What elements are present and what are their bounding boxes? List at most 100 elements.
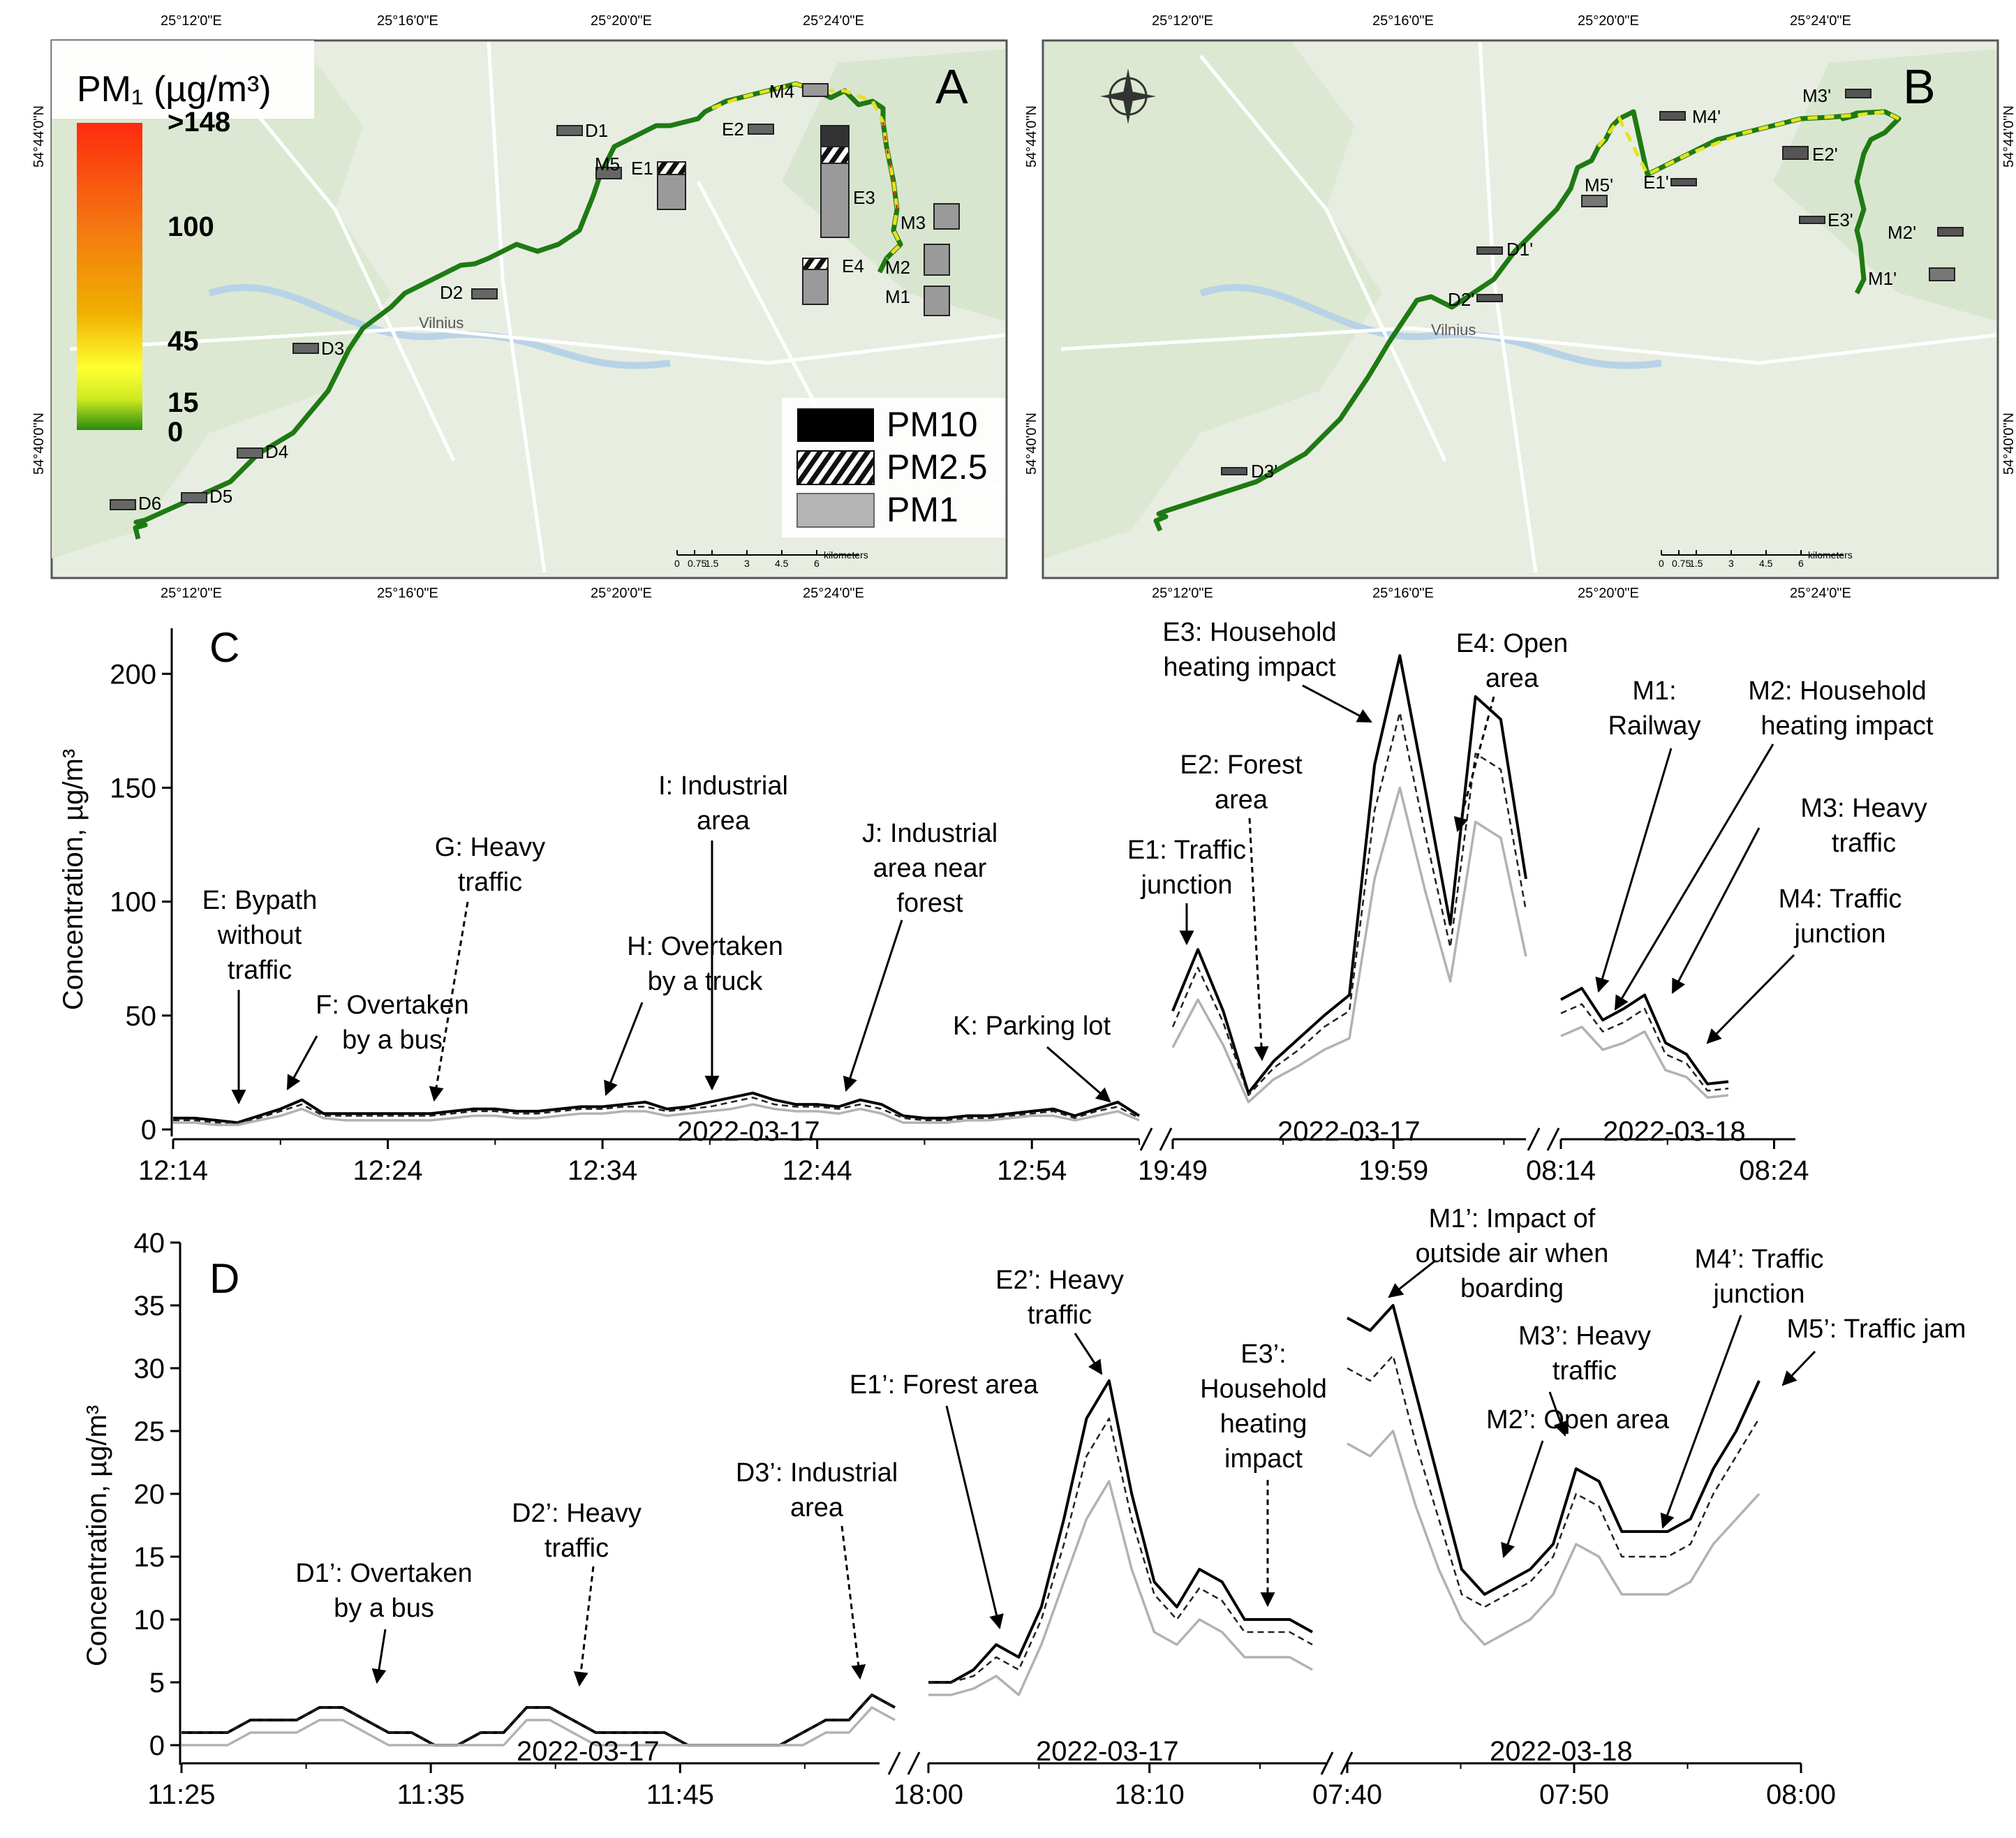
x-tick-label: 08:00 bbox=[1766, 1779, 1836, 1810]
site-label-M5: M5 bbox=[595, 154, 620, 175]
annot-c-E1-1: E1: Traffic bbox=[1127, 836, 1246, 865]
annot-c-J-3: forest bbox=[896, 889, 963, 918]
map-a-lat2-left: 54°40'0"N bbox=[31, 413, 47, 475]
annot-d-M1-arrow bbox=[1388, 1259, 1436, 1298]
annot-d-M1-1: M1’: Impact of bbox=[1429, 1204, 1596, 1233]
annot-c-G-2: traffic bbox=[458, 868, 522, 897]
map-a: PM₁ (µg/m³) >148 100 45 15 0 A Vilnius P… bbox=[31, 13, 1008, 601]
annot-c-E1-2: junction bbox=[1141, 870, 1233, 900]
colorbar-tick-45: 45 bbox=[168, 326, 199, 357]
annot-c-M3-arrow bbox=[1671, 827, 1761, 994]
chart-d-date-3: 2022-03-18 bbox=[1490, 1736, 1633, 1767]
panel-a-label: A bbox=[935, 59, 968, 114]
y-tick-label: 10 bbox=[134, 1605, 165, 1636]
annot-c-F-2: by a bus bbox=[342, 1025, 443, 1055]
annot-c-M3-2: traffic bbox=[1832, 829, 1896, 858]
site-label-D5: D5 bbox=[209, 486, 232, 507]
annot-c-H-arrow bbox=[604, 1002, 644, 1096]
annot-c-J-arrow bbox=[843, 919, 903, 1092]
annot-c-K-1: K: Parking lot bbox=[953, 1011, 1111, 1041]
map-b-greenery bbox=[1044, 42, 1382, 558]
map-a-city: Vilnius bbox=[419, 314, 464, 332]
colorbar-tick-15: 15 bbox=[168, 387, 199, 418]
chart-c: C Concentration, µg/m³ 0 50 100 150 200 12:14… bbox=[58, 618, 1934, 1186]
bar-legend-pm25-swatch bbox=[796, 450, 875, 485]
annot-d-E1-1: E1’: Forest area bbox=[850, 1370, 1039, 1400]
y-tick-label: 100 bbox=[110, 887, 156, 918]
series-PM1-segment-1 bbox=[173, 1103, 1140, 1127]
annot-c-H-1: H: Overtaken bbox=[627, 932, 783, 961]
site-bar-M2 bbox=[924, 244, 950, 276]
chart-c-ticks: 0 50 100 150 200 12:14 12:24 12:34 12:44 12:54 19:… bbox=[110, 659, 1809, 1186]
annot-d-E2-arrow bbox=[1074, 1333, 1103, 1375]
series-PM1-segment-3 bbox=[1560, 1025, 1729, 1099]
map-b-sites: D1' D2' D3' E1' E2' E3' M1' M2' M3' M4' … bbox=[1221, 85, 1964, 482]
map-b-lat1-left: 54°44'0"N bbox=[1024, 105, 1039, 168]
annot-c-E2-arrow bbox=[1248, 817, 1269, 1062]
annot-d-E3-2: Household bbox=[1200, 1374, 1327, 1404]
annot-c-M1-2: Railway bbox=[1608, 711, 1700, 741]
annot-d-E2-2: traffic bbox=[1028, 1300, 1092, 1330]
scale-a-3: 3 bbox=[744, 558, 750, 569]
x-tick-label: 12:44 bbox=[783, 1155, 852, 1186]
colorbar-tick-0: 0 bbox=[168, 417, 183, 447]
scale-a-5: 6 bbox=[814, 558, 820, 569]
series-PM1-segment-2 bbox=[928, 1480, 1313, 1696]
site-bar-E1-pm25 bbox=[657, 161, 686, 175]
scale-a-2: 1.5 bbox=[705, 558, 719, 569]
chart-c-annotations: E: Bypath without traffic F: Overtaken b… bbox=[202, 618, 1934, 1105]
site-bar-D3b bbox=[1221, 467, 1247, 475]
annot-d-M3-1: M3’: Heavy bbox=[1518, 1321, 1651, 1351]
site-label-E3: E3 bbox=[853, 187, 875, 208]
series-PM25-segment-1 bbox=[173, 1097, 1140, 1124]
site-bar-D5 bbox=[181, 492, 207, 503]
map-a-lon3-top: 25°20'0"E bbox=[591, 13, 652, 29]
annot-d-E3-3: heating bbox=[1220, 1409, 1307, 1439]
series-PM1-segment-1 bbox=[181, 1706, 896, 1747]
scale-a-0: 0 bbox=[674, 558, 680, 569]
y-tick-label: 40 bbox=[134, 1228, 165, 1259]
y-tick-label: 20 bbox=[134, 1479, 165, 1510]
annot-c-E3-2: heating impact bbox=[1163, 653, 1336, 682]
chart-c-date-1: 2022-03-17 bbox=[677, 1116, 820, 1147]
site-bar-M5b bbox=[1581, 195, 1608, 207]
annot-c-M1-1: M1: bbox=[1632, 676, 1676, 706]
map-b-lon3-bottom: 25°20'0"E bbox=[1578, 586, 1639, 601]
x-tick-label: 12:54 bbox=[997, 1155, 1067, 1186]
x-tick-label: 18:00 bbox=[894, 1779, 963, 1810]
axis-break bbox=[1527, 1127, 1560, 1151]
map-a-legend-bg bbox=[52, 40, 314, 119]
annot-d-M5-1: M5’: Traffic jam bbox=[1787, 1314, 1966, 1344]
series-PM10-segment-1 bbox=[173, 1091, 1141, 1125]
series-PM1-segment-2 bbox=[1171, 786, 1527, 1104]
map-a-route-red bbox=[882, 121, 898, 210]
map-b-lon3-top: 25°20'0"E bbox=[1578, 13, 1639, 29]
annot-c-J-2: area near bbox=[873, 854, 987, 883]
site-label-M1: M1 bbox=[885, 286, 910, 307]
chart-d-annotations: D1’: Overtaken by a bus D2’: Heavy traff… bbox=[295, 1204, 1966, 1687]
site-bar-M1 bbox=[924, 286, 950, 316]
series-PM10-segment-3 bbox=[1347, 1304, 1761, 1596]
site-bar-D2b bbox=[1476, 294, 1503, 302]
series-PM25-segment-3 bbox=[1560, 1003, 1729, 1092]
site-bar-D3 bbox=[292, 343, 319, 354]
annot-c-M4-1: M4: Traffic bbox=[1779, 884, 1902, 914]
annot-c-H-2: by a truck bbox=[648, 967, 764, 996]
annot-c-M1-arrow bbox=[1595, 748, 1673, 993]
map-b-lon4-bottom: 25°24'0"E bbox=[1790, 586, 1851, 601]
annot-c-E-1: E: Bypath bbox=[202, 886, 318, 915]
site-bar-E3-pm25 bbox=[820, 146, 850, 164]
scale-b-2: 1.5 bbox=[1689, 558, 1703, 569]
site-bar-M5 bbox=[595, 167, 622, 179]
annot-d-M2-1: M2’: Open area bbox=[1486, 1405, 1670, 1435]
y-tick-label: 35 bbox=[134, 1291, 165, 1321]
annot-c-M4-arrow bbox=[1706, 954, 1795, 1044]
annot-c-E-3: traffic bbox=[228, 956, 292, 985]
y-tick-label: 25 bbox=[134, 1416, 165, 1447]
annot-c-I-2: area bbox=[697, 806, 750, 836]
site-label-D1: D1 bbox=[585, 120, 608, 141]
map-b-lon1-bottom: 25°12'0"E bbox=[1152, 586, 1213, 601]
y-tick-label: 30 bbox=[134, 1354, 165, 1384]
axis-break bbox=[887, 1751, 921, 1775]
annot-d-D1-arrow bbox=[371, 1629, 387, 1684]
